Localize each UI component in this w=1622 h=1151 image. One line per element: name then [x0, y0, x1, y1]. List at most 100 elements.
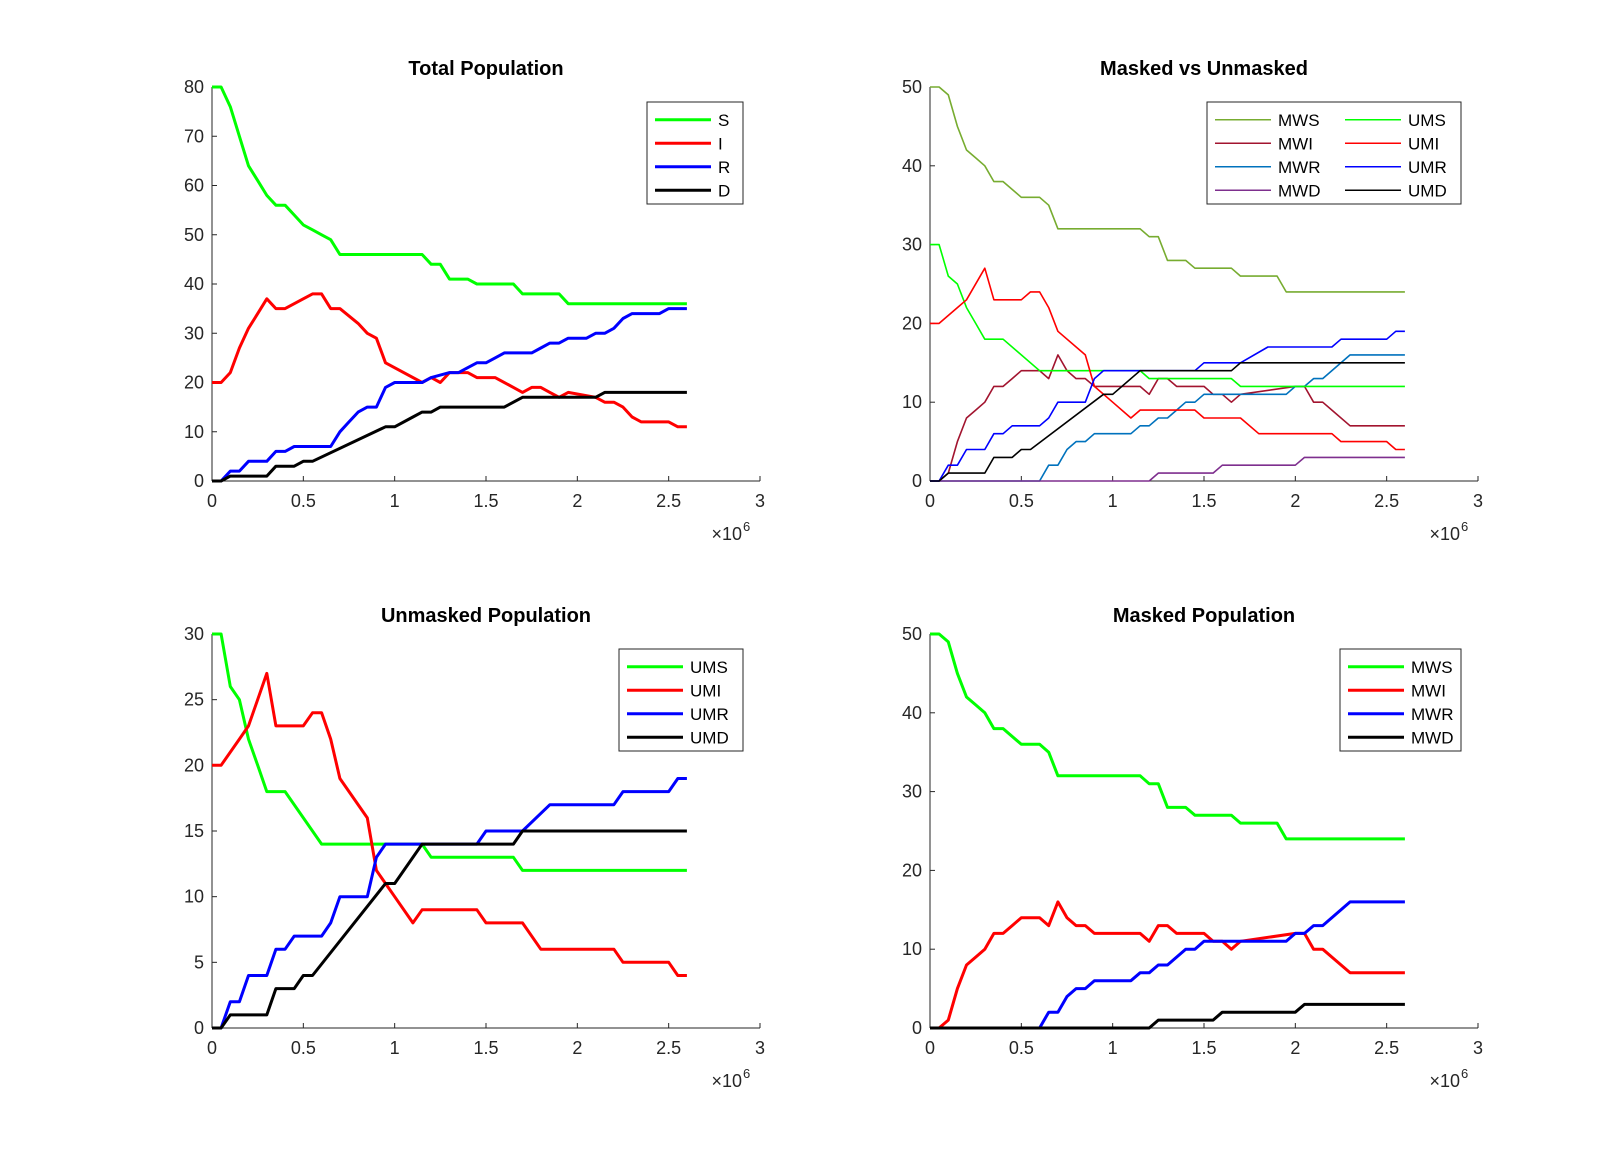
series-line-mwd	[930, 1002, 1405, 1030]
legend-label-umd: UMD	[690, 728, 729, 747]
legend-label-mwr: MWR	[1278, 158, 1320, 177]
y-tick-label: 40	[902, 703, 922, 723]
series-line-umr	[212, 777, 687, 1030]
legend-label-umi: UMI	[1408, 134, 1439, 153]
x-tick-label: 0	[207, 491, 217, 511]
legend-label-i: I	[718, 134, 723, 153]
legend-label-umr: UMR	[1408, 158, 1447, 177]
series-line-ums	[212, 632, 687, 872]
y-tick-label: 30	[184, 624, 204, 644]
chart-title: Unmasked Population	[381, 605, 591, 627]
y-tick-label: 0	[912, 1018, 922, 1038]
x-tick-label: 1	[1108, 491, 1118, 511]
legend: UMS UMI UMR UMD	[618, 648, 744, 752]
legend-label-mwi: MWI	[1278, 134, 1313, 153]
y-tick-label: 20	[184, 755, 204, 775]
y-tick-label: 60	[184, 176, 204, 196]
x-tick-label: 0	[925, 1038, 935, 1058]
series-line-mwr	[930, 900, 1405, 1030]
series-line-r	[212, 307, 687, 483]
legend: MWS MWI MWR MWD	[1339, 648, 1462, 752]
x-tick-label: 3	[1473, 491, 1483, 511]
y-tick-label: 10	[184, 887, 204, 907]
legend-label-mwr: MWR	[1411, 705, 1453, 724]
x-tick-label: 0.5	[291, 491, 316, 511]
legend-label-ums: UMS	[1408, 111, 1446, 130]
x-tick-label: 2.5	[1374, 1038, 1399, 1058]
y-tick-label: 5	[194, 952, 204, 972]
legend-label-r: R	[718, 158, 730, 177]
chart-title: Masked vs Unmasked	[1100, 58, 1308, 80]
x-exponent-power: 6	[1461, 1066, 1468, 1081]
x-exponent-label: ×10	[1429, 1071, 1460, 1091]
x-tick-label: 2	[572, 1038, 582, 1058]
x-tick-label: 2.5	[656, 491, 681, 511]
y-tick-label: 30	[184, 323, 204, 343]
series-line-umr	[930, 330, 1405, 482]
x-exponent-label: ×10	[711, 1071, 742, 1091]
series-line-ums	[930, 243, 1405, 388]
y-tick-label: 50	[902, 77, 922, 97]
series-line-umd	[930, 362, 1405, 482]
x-exponent-label: ×10	[1429, 524, 1460, 544]
y-tick-label: 0	[194, 471, 204, 491]
legend-label-mws: MWS	[1411, 658, 1453, 677]
x-tick-label: 1	[1108, 1038, 1118, 1058]
legend-label-ums: UMS	[690, 658, 728, 677]
x-tick-label: 1.5	[473, 1038, 498, 1058]
y-tick-label: 0	[194, 1018, 204, 1038]
x-exponent-label: ×10	[711, 524, 742, 544]
x-tick-label: 1.5	[473, 491, 498, 511]
x-tick-label: 3	[755, 491, 765, 511]
x-tick-label: 0.5	[1009, 491, 1034, 511]
x-tick-label: 3	[755, 1038, 765, 1058]
x-tick-label: 2.5	[656, 1038, 681, 1058]
series-line-mwd	[930, 456, 1405, 482]
x-exponent-power: 6	[1461, 519, 1468, 534]
chart-title: Masked Population	[1113, 605, 1295, 627]
x-tick-label: 1.5	[1191, 491, 1216, 511]
series-line-mws	[930, 86, 1405, 293]
y-tick-label: 15	[184, 821, 204, 841]
y-tick-label: 0	[912, 471, 922, 491]
x-exponent-power: 6	[743, 519, 750, 534]
x-tick-label: 2	[1290, 1038, 1300, 1058]
series-line-d	[212, 390, 687, 483]
legend-label-umr: UMR	[690, 705, 729, 724]
y-tick-label: 50	[184, 225, 204, 245]
y-tick-label: 10	[184, 422, 204, 442]
x-tick-label: 2.5	[1374, 491, 1399, 511]
y-tick-label: 10	[902, 939, 922, 959]
series-line-mwr	[930, 354, 1405, 482]
y-tick-label: 50	[902, 624, 922, 644]
series-line-umi	[930, 267, 1405, 451]
y-tick-label: 30	[902, 782, 922, 802]
x-tick-label: 1	[390, 491, 400, 511]
legend: MWS MWI MWR MWD UMS UMI UMR UMD	[1206, 101, 1462, 205]
legend-label-mwd: MWD	[1278, 181, 1320, 200]
x-tick-label: 1	[390, 1038, 400, 1058]
series-line-i	[212, 292, 687, 429]
y-tick-label: 70	[184, 126, 204, 146]
series-line-umi	[212, 671, 687, 977]
x-tick-label: 0	[207, 1038, 217, 1058]
series-line-mws	[930, 632, 1405, 841]
x-tick-label: 2	[572, 491, 582, 511]
x-tick-label: 2	[1290, 491, 1300, 511]
legend-label-d: D	[718, 181, 730, 200]
legend-label-mwd: MWD	[1411, 728, 1453, 747]
y-tick-label: 20	[902, 860, 922, 880]
y-tick-label: 10	[902, 392, 922, 412]
x-exponent-power: 6	[743, 1066, 750, 1081]
y-tick-label: 40	[184, 274, 204, 294]
y-tick-label: 40	[902, 156, 922, 176]
y-tick-label: 20	[902, 313, 922, 333]
series-line-umd	[212, 829, 687, 1030]
chart-title: Total Population	[408, 58, 563, 80]
